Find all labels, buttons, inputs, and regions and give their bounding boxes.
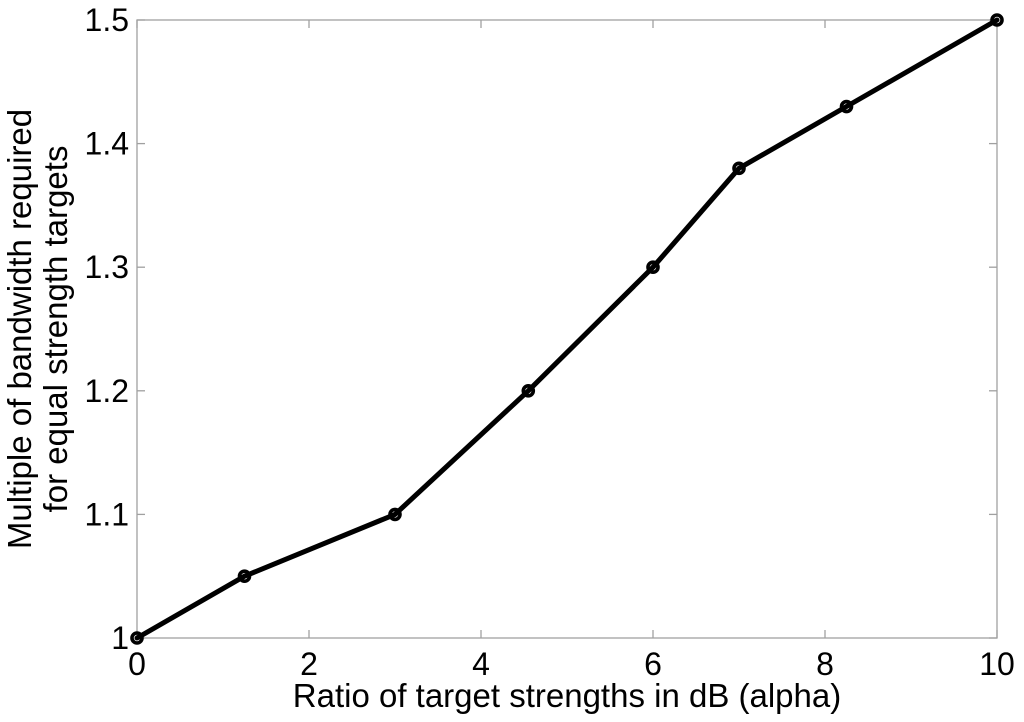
x-tick-label: 0 bbox=[128, 646, 146, 682]
x-tick-label: 2 bbox=[300, 646, 318, 682]
x-tick-label: 10 bbox=[979, 646, 1015, 682]
axes-layer: 0 2 4 6 8 10 1 1.1 1.2 1.3 1.4 1.5 bbox=[85, 2, 1015, 682]
data-point-marker bbox=[130, 631, 144, 645]
y-axis-label-line2: for equal strength targets bbox=[37, 146, 74, 513]
x-tick-label: 6 bbox=[644, 646, 662, 682]
data-point-marker bbox=[732, 161, 746, 176]
data-point-marker bbox=[388, 507, 402, 522]
data-line bbox=[134, 17, 1000, 641]
y-tick-label: 1.2 bbox=[85, 373, 129, 409]
data-point-marker bbox=[646, 260, 660, 275]
data-point-marker bbox=[990, 13, 1004, 27]
x-tick-label: 4 bbox=[472, 646, 490, 682]
y-tick-label: 1.3 bbox=[85, 249, 129, 285]
plot-box bbox=[136, 19, 998, 639]
y-tick-label: 1.1 bbox=[85, 496, 129, 532]
y-tick-label: 1.4 bbox=[85, 126, 129, 162]
data-point-marker bbox=[521, 383, 536, 398]
x-axis-label: Ratio of target strengths in dB (alpha) bbox=[293, 677, 841, 714]
y-tick-label: 1 bbox=[111, 620, 129, 656]
y-axis-label-line1: Multiple of bandwidth required bbox=[1, 109, 38, 549]
y-tick-label: 1.5 bbox=[85, 2, 129, 38]
data-point-marker bbox=[839, 99, 854, 114]
x-tick-label: 8 bbox=[816, 646, 834, 682]
data-point-marker bbox=[237, 569, 252, 584]
data-series-layer bbox=[130, 13, 1004, 645]
